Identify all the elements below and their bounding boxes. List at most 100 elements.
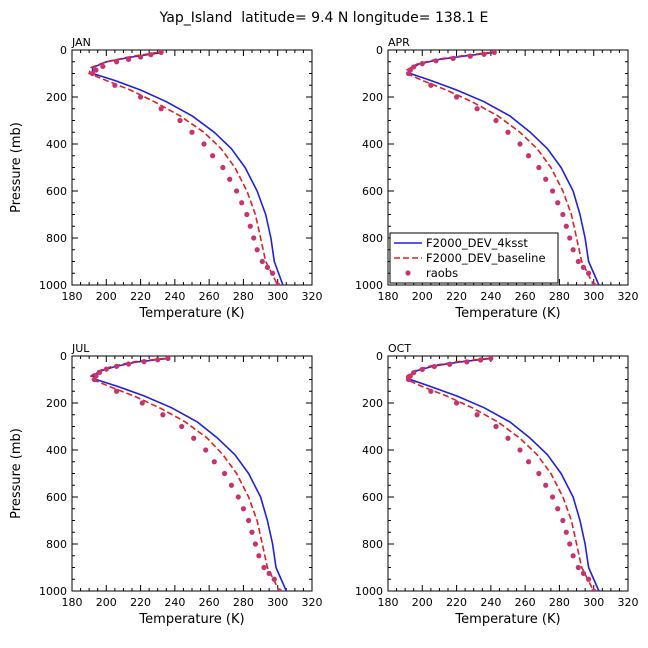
plot-frame [71, 49, 313, 286]
panel-title: APR [388, 36, 410, 49]
raobs-point [125, 56, 132, 63]
raobs-point [244, 211, 250, 218]
raobs-point [254, 247, 260, 253]
panel-title: OCT [388, 342, 411, 355]
x-tick-label: 220 [446, 290, 467, 303]
y-tick-label: 400 [46, 444, 67, 457]
raobs-point [543, 482, 549, 488]
raobs-point [261, 564, 267, 571]
legend-label: F2000_DEV_4ksst [426, 236, 528, 250]
x-tick-label: 280 [549, 596, 570, 609]
x-tick-label: 300 [583, 596, 604, 609]
raobs-point [585, 270, 592, 276]
raobs-point [536, 470, 542, 477]
raobs-point [580, 264, 587, 270]
x-tick-label: 260 [199, 290, 220, 303]
raobs-point [227, 176, 233, 182]
raobs-point [474, 106, 480, 112]
raobs-point [240, 506, 247, 512]
raobs-point [543, 176, 549, 182]
x-tick-label: 320 [302, 596, 323, 609]
x-tick-label: 260 [199, 596, 220, 609]
y-tick-label: 200 [362, 91, 383, 104]
x-tick-label: 320 [618, 596, 639, 609]
x-tick-label: 180 [378, 290, 399, 303]
x-axis-label: Temperature (K) [454, 306, 560, 321]
raobs-point [211, 459, 217, 465]
legend-label: raobs [426, 266, 458, 280]
panel-oct: 180 200 220 240 260 280 300 320 0 200 400 600 800 100… [355, 342, 639, 627]
raobs-point [411, 370, 417, 376]
raobs-point [517, 141, 523, 147]
baseline-line [406, 357, 595, 591]
x-tick-label: 280 [233, 596, 254, 609]
y-tick-label: 800 [362, 232, 383, 245]
raobs-point [433, 58, 439, 64]
raobs-point [155, 357, 161, 363]
raobs-point [266, 570, 272, 576]
raobs-point [505, 129, 511, 135]
raobs-point [271, 576, 277, 582]
raobs-point [252, 541, 259, 547]
panel-title: JAN [71, 36, 91, 49]
raobs-point [113, 388, 120, 394]
raobs-point [549, 494, 556, 500]
raobs-point [103, 366, 109, 372]
x-axis-label: Temperature (K) [138, 612, 244, 627]
y-tick-label: 1000 [39, 279, 67, 292]
raobs-point [567, 235, 573, 241]
x-tick-label: 180 [378, 596, 399, 609]
raobs-point [517, 447, 523, 453]
legend-swatch-dot [405, 270, 411, 276]
y-tick-label: 400 [362, 444, 383, 457]
x-tick-label: 180 [62, 290, 83, 303]
panels: 180 200 220 240 260 280 300 320 0 200 400 600 800 100… [9, 36, 639, 627]
raobs-point [447, 361, 453, 367]
raobs-point [580, 570, 587, 576]
raobs-point [209, 153, 216, 159]
y-tick-label: 0 [60, 350, 67, 363]
raobs-point [560, 517, 566, 524]
raobs-point [405, 70, 412, 77]
raobs-point [491, 50, 497, 55]
raobs-point [113, 59, 120, 65]
y-tick-label: 600 [46, 185, 67, 198]
raobs-point [275, 282, 281, 285]
panel-jan: 180 200 220 240 260 280 300 320 0 200 400 600 800 100… [9, 36, 323, 321]
raobs-point [125, 361, 132, 367]
x-tick-label: 300 [267, 290, 288, 303]
raobs-point [525, 459, 532, 465]
raobs-point [139, 400, 145, 406]
raobs-point [428, 388, 434, 394]
4ksst-line [407, 357, 600, 591]
raobs-point [177, 117, 183, 124]
y-axis-label: Pressure (mb) [9, 428, 24, 519]
y-tick-label: 800 [362, 538, 383, 551]
raobs-point [233, 188, 240, 194]
panel-apr: 180 200 220 240 260 280 300 320 0 200 400 600 800 100… [355, 36, 639, 321]
raobs-point [464, 359, 470, 365]
raobs-point [201, 141, 207, 147]
raobs-point [256, 553, 262, 559]
raobs-point [505, 435, 511, 441]
x-tick-label: 220 [446, 596, 467, 609]
x-tick-label: 260 [515, 596, 536, 609]
raobs-point [431, 363, 437, 370]
x-axis-label: Temperature (K) [138, 306, 244, 321]
raobs-point [221, 470, 228, 477]
raobs-point [585, 576, 592, 582]
raobs-point [276, 588, 283, 591]
raobs-point [259, 258, 265, 265]
raobs-point [411, 64, 417, 70]
y-tick-label: 1000 [355, 279, 383, 292]
baseline-line [88, 51, 279, 285]
raobs-point [563, 223, 569, 229]
x-tick-label: 220 [130, 290, 151, 303]
y-tick-label: 800 [46, 538, 67, 551]
raobs-point [591, 588, 597, 591]
y-tick-label: 0 [376, 44, 383, 57]
raobs-point [137, 94, 144, 100]
raobs-point [228, 482, 235, 488]
raobs-point [481, 51, 487, 57]
